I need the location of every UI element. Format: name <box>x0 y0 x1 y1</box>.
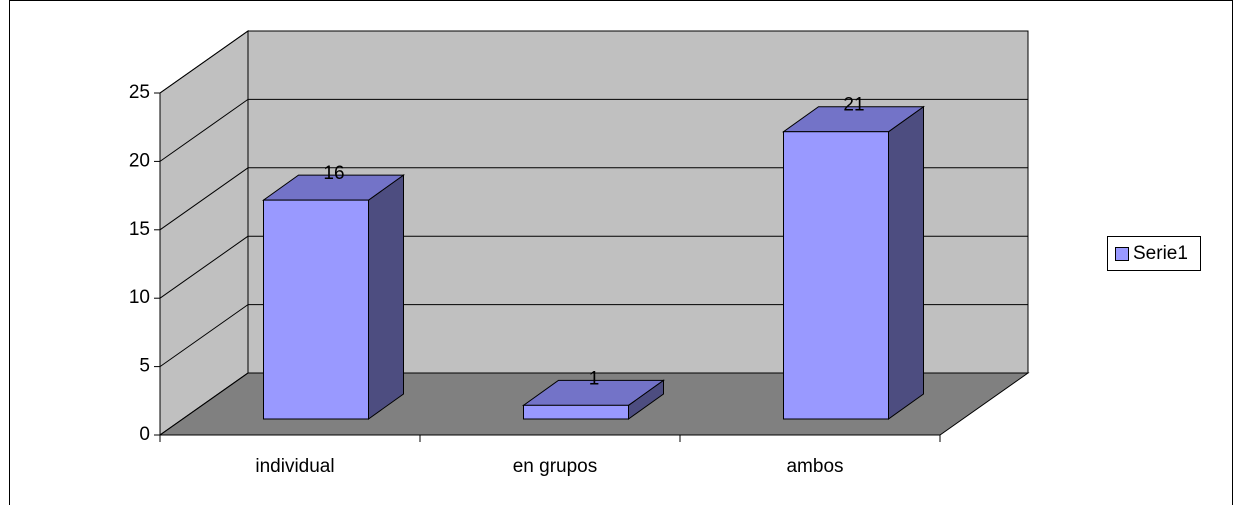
data-label: 16 <box>323 163 344 184</box>
grid-line <box>159 98 249 162</box>
legend-swatch <box>1115 247 1129 261</box>
bar <box>263 199 369 420</box>
y-tick-label: 15 <box>129 219 150 240</box>
x-tick-label: individual <box>255 456 334 477</box>
data-label: 1 <box>589 368 600 389</box>
side-wall <box>159 30 249 436</box>
legend-label: Serie1 <box>1133 243 1188 264</box>
x-tick-label: en grupos <box>513 456 598 477</box>
grid-line <box>159 30 249 94</box>
bar <box>783 131 889 420</box>
bar <box>523 404 629 420</box>
y-tick-label: 20 <box>129 150 150 171</box>
y-tick-label: 25 <box>129 82 150 103</box>
bar-side <box>888 105 924 420</box>
y-tick-label: 5 <box>139 356 150 377</box>
grid-line <box>159 372 249 436</box>
grid-line <box>159 304 249 368</box>
data-label: 21 <box>843 95 864 116</box>
grid-line <box>159 235 249 299</box>
y-tick-label: 10 <box>129 287 150 308</box>
y-tick-label: 0 <box>139 424 150 445</box>
grid-line <box>159 167 249 231</box>
bar-side <box>368 174 404 420</box>
x-tick-label: ambos <box>786 456 843 477</box>
